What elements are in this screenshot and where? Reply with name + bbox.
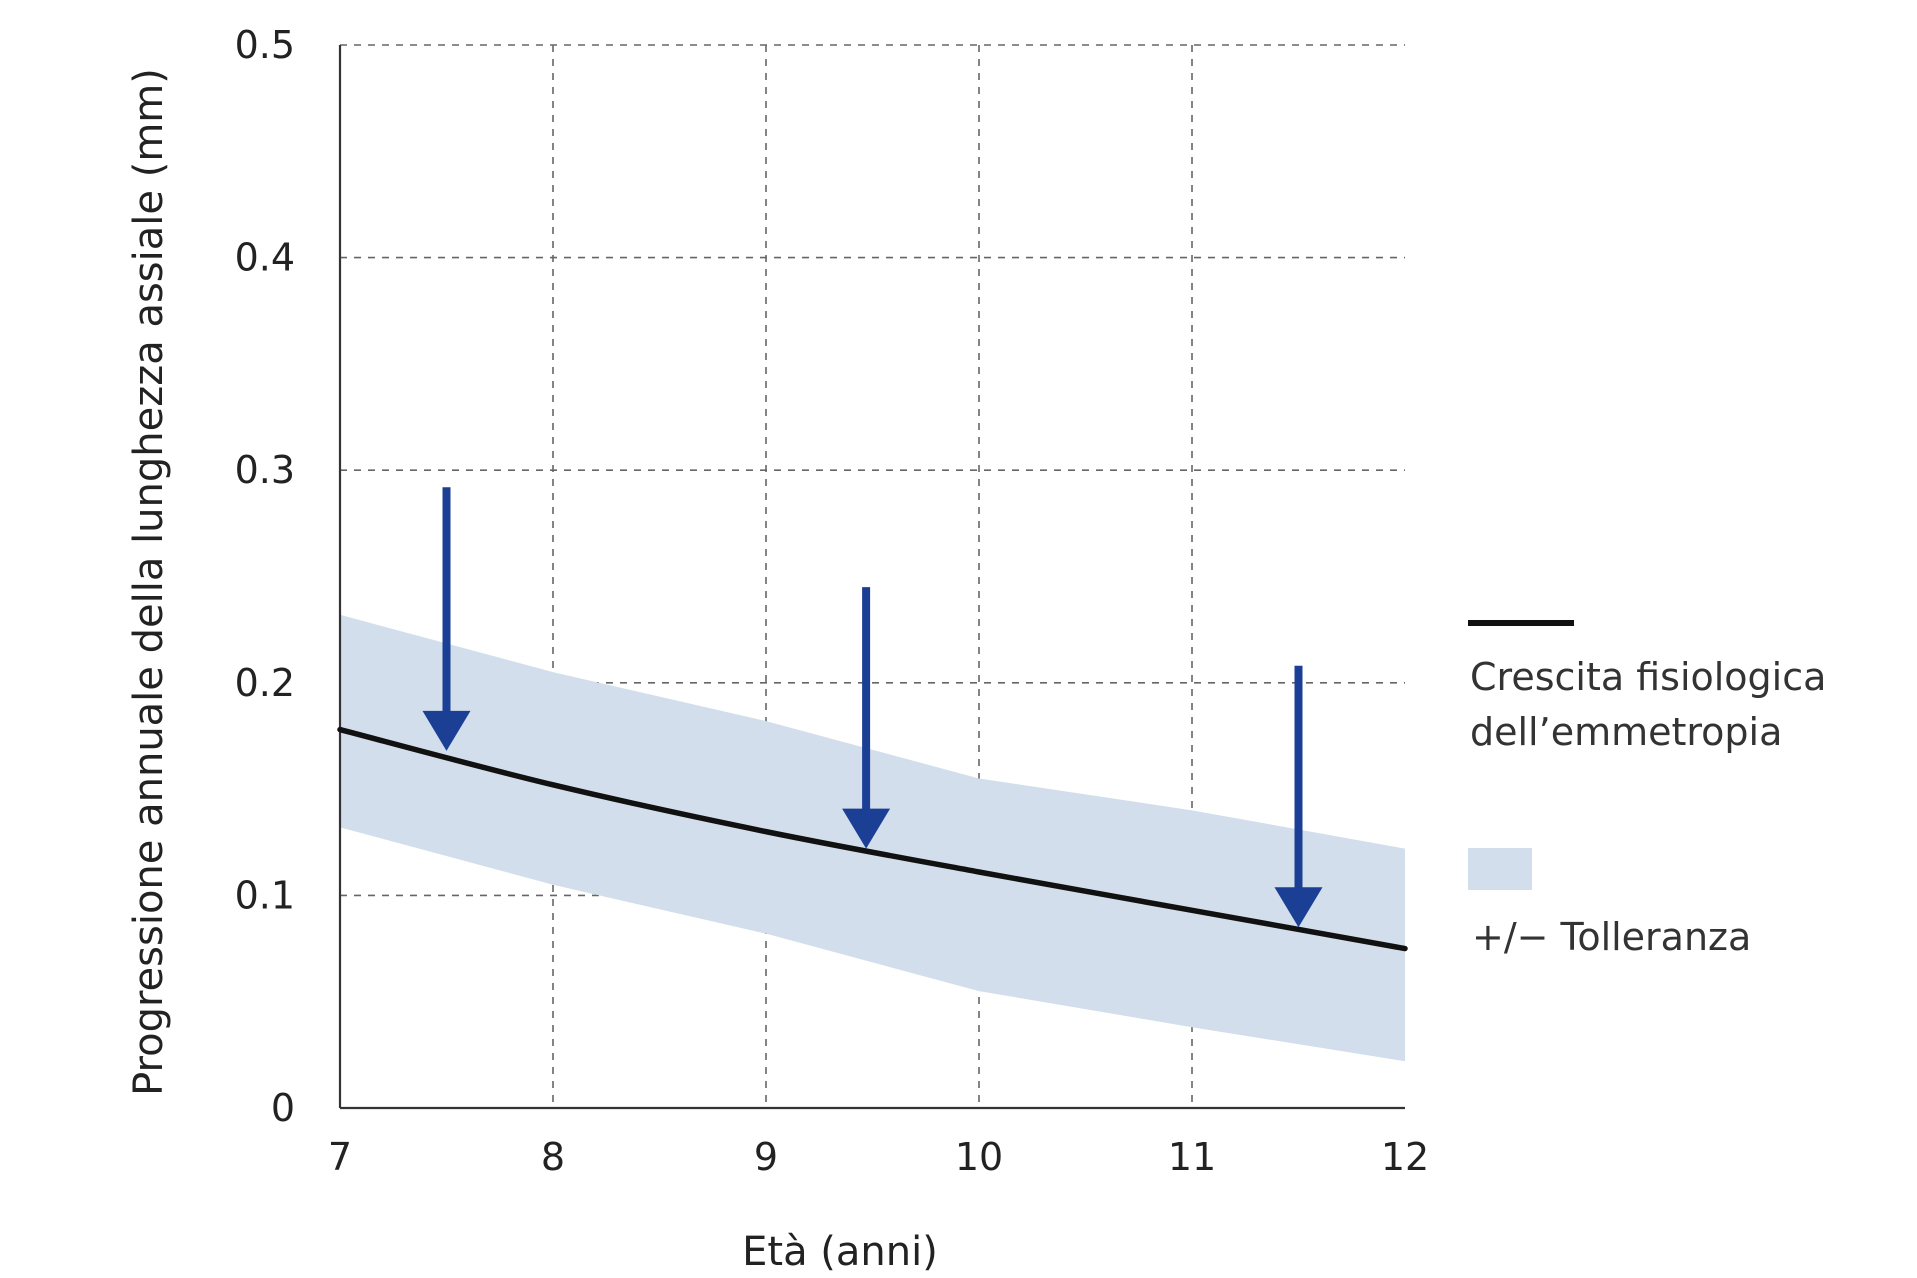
y-tick-label: 0.5 <box>235 23 295 67</box>
x-tick-label: 10 <box>955 1135 1003 1179</box>
x-tick-label: 11 <box>1168 1135 1216 1179</box>
x-tick-label: 9 <box>754 1135 778 1179</box>
tolerance-band-layer <box>340 614 1405 1062</box>
arrows-layer <box>422 487 1323 928</box>
legend-band-swatch <box>1468 848 1532 890</box>
down-arrow-icon <box>1274 887 1323 928</box>
legend-band-label: +/− Tolleranza <box>1472 915 1751 959</box>
series-line-emmetropia <box>337 726 1408 952</box>
y-tick-label: 0.2 <box>235 661 295 705</box>
series-layer <box>337 726 1408 952</box>
y-tick-label: 0 <box>271 1086 295 1130</box>
down-arrow-icon <box>842 808 891 849</box>
y-tick-label: 0.4 <box>235 236 295 280</box>
tolerance-band <box>340 614 1405 1062</box>
legend-line-label-2: dell’emmetropia <box>1470 710 1782 754</box>
y-tick-label: 0.3 <box>235 448 295 492</box>
axes <box>338 45 1405 1110</box>
x-tick-label: 7 <box>328 1135 352 1179</box>
x-tick-label: 8 <box>541 1135 565 1179</box>
y-axis-title: Progressione annuale della lunghezza ass… <box>126 68 172 1096</box>
legend: Crescita fisiologica dell’emmetropia +/−… <box>1468 620 1826 959</box>
down-arrow-icon <box>422 710 471 751</box>
legend-line-label-1: Crescita fisiologica <box>1470 655 1826 699</box>
x-axis-title: Età (anni) <box>742 1229 938 1275</box>
y-tick-label: 0.1 <box>235 873 295 917</box>
tick-labels: 7 8 9 10 11 12 0 0.1 0.2 0.3 0.4 0.5 <box>235 23 1430 1179</box>
x-tick-label: 12 <box>1381 1135 1429 1179</box>
